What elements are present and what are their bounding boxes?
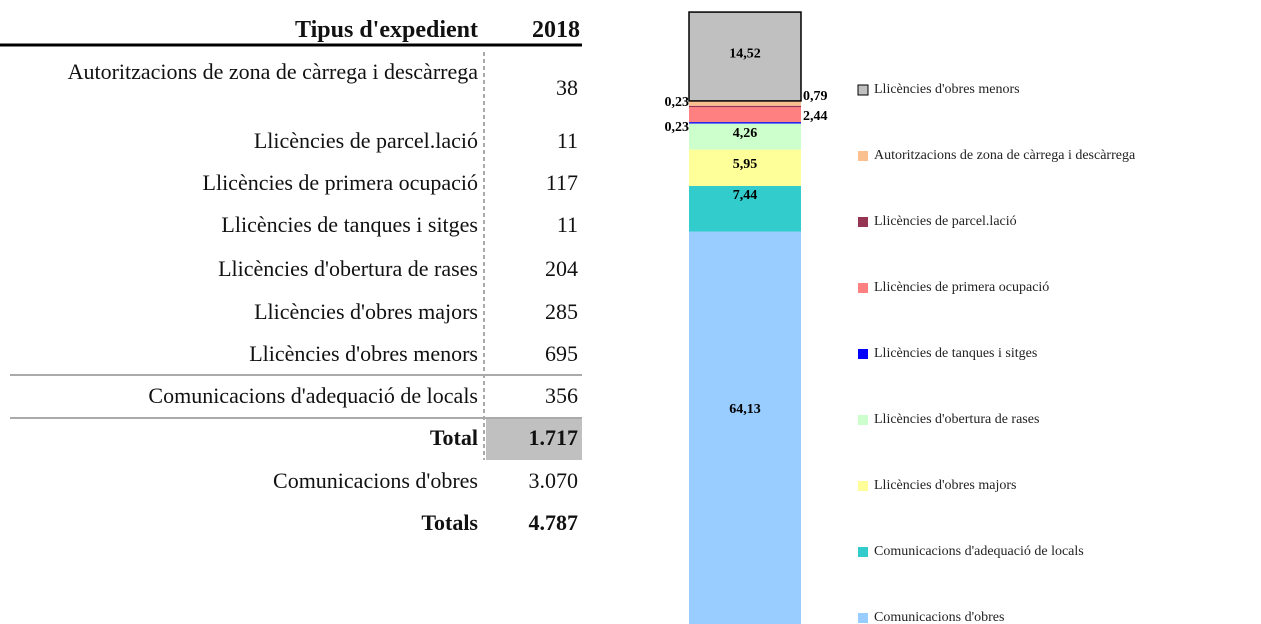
row-label: Totals: [421, 510, 478, 535]
row-label: Llicències de tanques i sitges: [221, 212, 478, 237]
bar-segment: [689, 185, 801, 232]
row-value: 11: [556, 212, 578, 237]
legend-label: Llicències de parcel.lació: [874, 214, 1017, 229]
row-label: Comunicacions d'adequació de locals: [148, 383, 478, 408]
legend-label: Llicències de tanques i sitges: [874, 346, 1037, 361]
data-label: 5,95: [733, 157, 758, 172]
legend-swatch: [858, 151, 868, 161]
row-label: Llicències de primera ocupació: [202, 170, 478, 195]
legend-swatch: [858, 547, 868, 557]
legend-label: Comunicacions d'obres: [874, 610, 1004, 624]
row-label: Llicències de parcel.lació: [253, 128, 478, 153]
bar-segment: [689, 231, 801, 624]
legend-swatch: [858, 283, 868, 293]
bar-segment: [689, 105, 801, 108]
row-label: Llicències d'obres menors: [249, 341, 478, 366]
data-label: 0,23: [665, 120, 690, 135]
row-value: 11: [556, 128, 578, 153]
legend-swatch: [858, 217, 868, 227]
header-cell: 2018: [532, 17, 580, 43]
data-label: 2,44: [803, 109, 828, 124]
legend-swatch: [858, 481, 868, 491]
legend-swatch: [858, 415, 868, 425]
legend-label: Llicències d'obertura de rases: [874, 412, 1039, 427]
legend-label: Llicències d'obres majors: [874, 478, 1016, 493]
bar-segment: [689, 107, 801, 123]
bar-segment: [689, 100, 801, 106]
row-label: Llicències d'obres majors: [254, 299, 478, 324]
legend-label: Comunicacions d'adequació de locals: [874, 544, 1084, 559]
header-cell: Tipus d'expedient: [295, 17, 478, 43]
row-value: 356: [545, 383, 578, 408]
row-value: 38: [556, 75, 578, 100]
data-label: 7,44: [733, 188, 758, 203]
legend-label: Llicències d'obres menors: [874, 82, 1020, 97]
row-label: Total: [429, 425, 478, 450]
data-label: 4,26: [733, 126, 758, 141]
row-value: 204: [545, 256, 578, 281]
legend-swatch: [857, 84, 869, 96]
row-label: Autoritzacions de zona de càrrega i desc…: [67, 59, 478, 84]
row-label: Llicències d'obertura de rases: [218, 256, 478, 281]
data-label: 0,79: [803, 89, 828, 104]
legend-swatch: [858, 349, 868, 359]
row-label: Comunicacions d'obres: [273, 468, 478, 493]
data-label: 64,13: [729, 402, 761, 417]
row-value: 117: [545, 170, 578, 195]
bar-segment: [689, 123, 801, 150]
legend-label: Llicències de primera ocupació: [874, 280, 1049, 295]
row-value: 3.070: [528, 468, 579, 493]
bar-segment: [689, 149, 801, 186]
data-label: 14,52: [729, 46, 761, 61]
row-value: 285: [545, 299, 578, 324]
row-value: 4.787: [528, 510, 579, 535]
total-highlight: [486, 419, 582, 460]
legend-swatch: [858, 613, 868, 623]
data-label: 0,23: [665, 95, 690, 110]
row-value: 695: [545, 341, 578, 366]
row-value: 1.717: [528, 425, 579, 450]
bar-segment: [689, 122, 801, 124]
bar-segment: [688, 11, 802, 102]
legend-label: Autoritzacions de zona de càrrega i desc…: [874, 148, 1136, 163]
